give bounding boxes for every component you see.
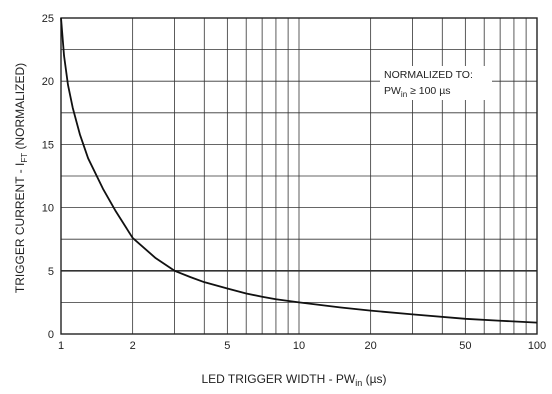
y-tick-label-15: 15 [42,139,54,151]
y-tick-label-25: 25 [42,13,54,25]
y-tick-label-10: 10 [42,203,54,215]
series-line-0 [60,17,538,324]
note-line-1: NORMALIZED TO: [384,69,473,81]
chart-series [60,17,538,324]
x-axis-title-main: LED TRIGGER WIDTH - PW [201,372,355,386]
x-axis-title: LED TRIGGER WIDTH - PWin (µs) [201,372,386,388]
y-axis-title-sub: FT [20,153,29,163]
x-tick-labels: 1 2 5 10 20 50 100 [58,340,546,352]
note-line-2: PWin ≥ 100 µs [384,85,451,99]
normalization-note: NORMALIZED TO: PWin ≥ 100 µs [380,66,492,100]
y-tick-label-0: 0 [48,329,54,341]
note-line-2-sub: in [401,90,407,99]
x-axis-title-sub: in [355,378,362,388]
x-tick-label-1: 1 [58,340,64,352]
x-tick-label-50: 50 [459,340,471,352]
plot-frame [60,17,538,335]
x-tick-label-2: 2 [130,340,136,352]
y-tick-label-5: 5 [48,266,54,278]
chart-grid [60,17,538,335]
note-background [380,66,492,100]
x-tick-label-5: 5 [224,340,230,352]
y-axis-title: TRIGGER CURRENT - IFT (NORMALIZED) [13,63,29,293]
note-line-2-main: PW [384,85,401,97]
x-axis-title-post: (µs) [362,372,386,386]
y-axis-title-post: (NORMALIZED) [13,63,27,153]
note-line-2-post: ≥ 100 µs [407,85,450,97]
x-tick-label-20: 20 [365,340,377,352]
y-axis-title-main: TRIGGER CURRENT - I [13,163,27,293]
x-tick-label-100: 100 [528,340,546,352]
x-tick-label-10: 10 [293,340,305,352]
y-tick-labels: 0 5 10 15 20 25 [42,13,54,341]
y-tick-label-20: 20 [42,76,54,88]
